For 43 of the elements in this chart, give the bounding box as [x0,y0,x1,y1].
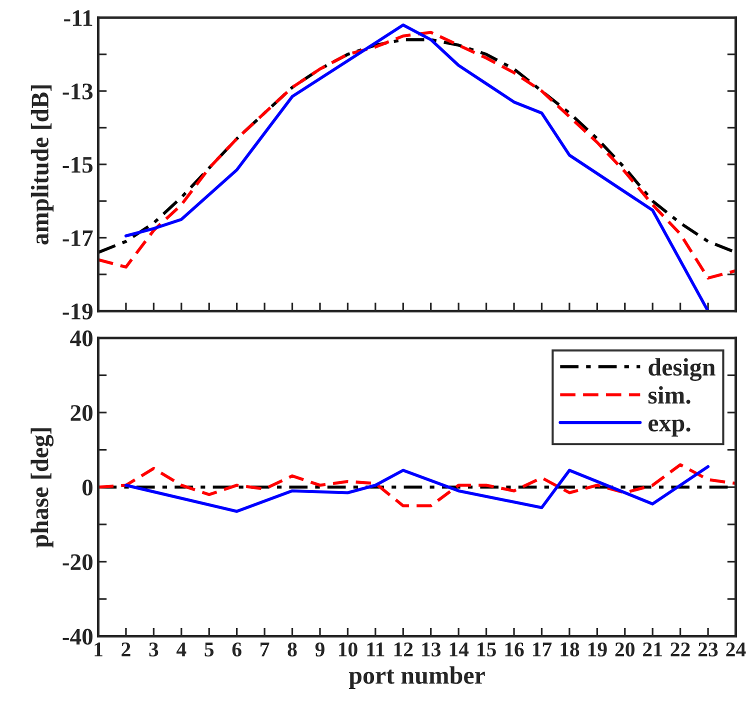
y-tick-label: -17 [62,230,93,246]
y-axis-title: phase [deg] [30,428,54,548]
x-tick-label: 12 [394,642,413,656]
x-tick-label: 10 [338,642,358,657]
x-tick-label: 7 [260,642,270,656]
x-tick-label: 22 [670,642,690,656]
y-tick-label: 0 [82,480,92,496]
legend-label: sim. [648,386,690,404]
x-tick-label: 4 [176,642,186,656]
x-tick-label: 1 [94,642,102,656]
x-tick-label: 6 [232,642,242,657]
line-series [98,463,736,508]
x-tick-label: 14 [450,642,469,656]
legend-label: design [648,358,716,381]
y-axis-title: amplitude [dB] [30,85,54,244]
x-tick-label: 18 [560,642,580,657]
x-tick-label: 24 [726,642,746,656]
y-tick-label: -19 [62,304,93,320]
x-tick-label: 5 [204,642,214,657]
x-tick-label: 11 [367,642,384,656]
y-tick-label: -13 [62,84,93,100]
x-tick-label: 21 [643,642,662,656]
x-axis-title: port number [348,666,485,689]
x-tick-label: 23 [698,642,718,657]
legend-label: exp. [648,420,690,437]
x-tick-label: 19 [588,642,607,657]
x-tick-label: 8 [288,642,297,657]
y-tick-label: -40 [62,628,92,645]
x-tick-label: 17 [532,642,552,656]
line-series [124,465,710,513]
y-tick-label: -11 [64,10,92,26]
x-tick-label: 16 [505,642,524,657]
line-series [124,23,710,312]
x-tick-label: 2 [122,642,130,656]
x-tick-label: 9 [315,642,324,657]
y-tick-label: -15 [62,156,93,173]
y-tick-label: 20 [70,405,92,421]
x-tick-label: 3 [149,642,158,657]
x-tick-label: 15 [478,642,496,657]
x-tick-label: 20 [615,642,635,657]
y-tick-label: 40 [70,330,92,346]
x-tick-label: 13 [422,642,441,657]
y-tick-label: -20 [62,554,92,570]
